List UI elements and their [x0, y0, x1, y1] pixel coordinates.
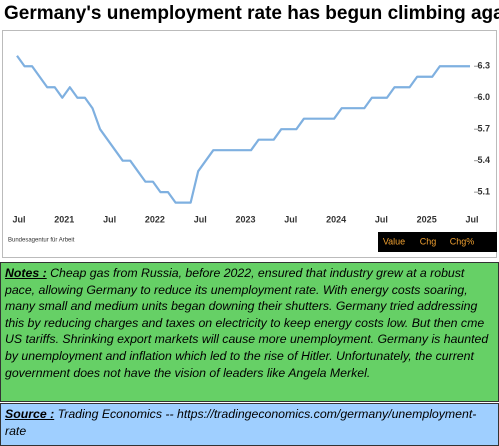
source-label: Source :	[5, 407, 55, 421]
notes: Notes : Cheap gas from Russia, before 20…	[0, 262, 499, 402]
x-tick-label: Jul	[12, 214, 25, 224]
y-tick-label: 5.4	[477, 155, 490, 165]
chart-source: Bundesagentur für Arbeit	[8, 238, 75, 244]
notes-label: Notes :	[5, 266, 47, 280]
legend-box	[378, 232, 497, 252]
x-tick-label: 2022	[145, 214, 165, 224]
source-text: Trading Economics -- https://tradingecon…	[5, 407, 477, 438]
y-tick-label: 6.0	[477, 92, 490, 102]
x-tick-label: 2024	[326, 214, 346, 224]
x-tick-label: 2021	[54, 214, 74, 224]
x-tick-label: Jul	[375, 214, 388, 224]
chart: 5.1 5.4 5.7 6.0 6.3 Jul 2021 Jul 2022 Jul 2023 Jul 2…	[8, 55, 497, 252]
x-tick-label: Jul	[465, 214, 478, 224]
line	[16, 55, 470, 204]
source: Source : Trading Economics -- https://tr…	[0, 403, 499, 446]
x-tick-label: Jul	[284, 214, 297, 224]
y-tick-label: 5.7	[477, 124, 490, 134]
y-tick-label: 5.1	[477, 187, 490, 197]
x-tick-label: Jul	[194, 214, 207, 224]
title: Germany's unemployment rate has begun cl…	[4, 3, 499, 24]
y-tick-label: 6.3	[477, 61, 490, 71]
x-tick-label: 2023	[235, 214, 255, 224]
x-tick-label: Jul	[103, 214, 116, 224]
x-tick-label: 2025	[417, 214, 437, 224]
legend-item: Chg	[420, 236, 437, 246]
legend-item: Chg%	[450, 236, 475, 246]
legend-item: Value	[383, 236, 405, 246]
chart-frame	[2, 30, 497, 258]
notes-text: Cheap gas from Russia, before 2022, ensu…	[5, 266, 489, 380]
